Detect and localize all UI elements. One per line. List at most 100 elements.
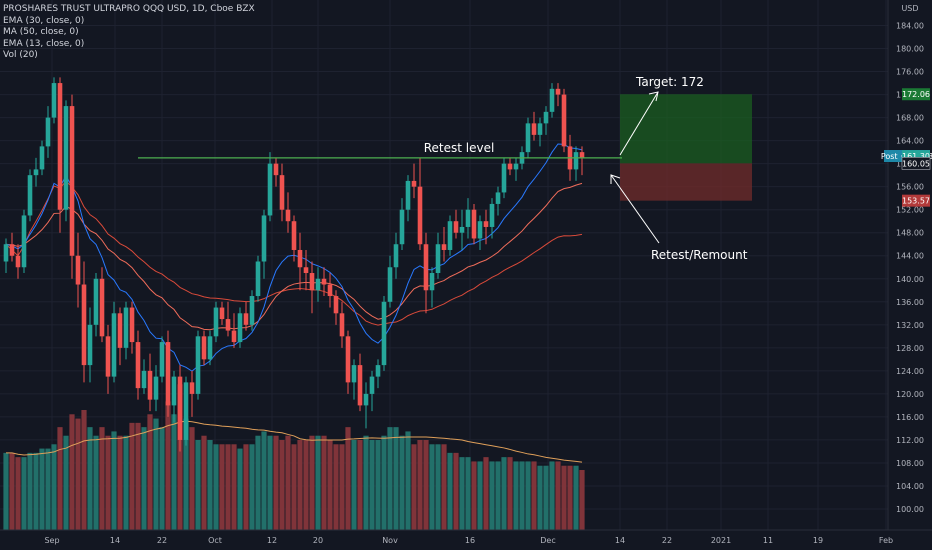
volume-bar [255, 435, 261, 530]
volume-bar [123, 435, 129, 530]
volume-bar [381, 435, 387, 530]
volume-bar [105, 435, 111, 530]
volume-bar [405, 431, 411, 530]
candle-body [273, 163, 279, 176]
volume-bar [111, 431, 117, 530]
volume-bar [537, 465, 543, 530]
volume-bar [549, 461, 555, 530]
volume-bar [441, 444, 447, 530]
volume-bar [45, 448, 51, 530]
volume-bar [345, 427, 351, 530]
volume-bar [489, 461, 495, 530]
time-axis[interactable]: Sep 14 22 Oct 12 20 Nov 16 Dec 14 22 2021 11 19 Feb [0, 529, 932, 545]
candle-body [477, 221, 483, 239]
candle-body [555, 88, 561, 95]
volume-bar [507, 457, 513, 530]
target-zone[interactable] [620, 94, 752, 164]
position-zones[interactable] [620, 94, 752, 201]
time-tick-label: 22 [662, 536, 672, 545]
legend-ma50[interactable]: MA (50, close, 0) [3, 27, 79, 38]
volume-bar [375, 440, 381, 530]
volume-bar [237, 448, 243, 530]
volume-bar [561, 465, 567, 530]
candle-body [261, 215, 267, 262]
price-label-text: 172.06 [902, 90, 930, 99]
stop-zone[interactable] [620, 163, 752, 201]
price-label-text: 160.05 [902, 159, 930, 168]
candle-body [27, 175, 33, 216]
time-tick-label: Dec [540, 536, 555, 545]
volume-bar [75, 418, 81, 530]
candle-body [279, 175, 285, 210]
volume-bar [159, 427, 165, 530]
candle-body [15, 255, 21, 268]
volume-bar [483, 457, 489, 530]
volume-bar [477, 461, 483, 530]
time-tick-label: 14 [615, 536, 625, 545]
candle-body [561, 94, 567, 147]
candle-body [513, 163, 519, 170]
price-tick-label: 132.00 [896, 321, 924, 330]
volume-bar [459, 457, 465, 530]
price-label-target[interactable] [902, 88, 930, 101]
price-tick-label: 136.00 [896, 298, 924, 307]
price-tick-label: 108.00 [896, 459, 924, 468]
volume-bar [15, 457, 21, 530]
volume-bar [81, 410, 87, 530]
candle-body [57, 83, 63, 210]
target-arrow [619, 91, 659, 156]
volume-bar [411, 444, 417, 530]
volume-bar [471, 461, 477, 530]
volume-bar [99, 427, 105, 530]
candle-body [303, 267, 309, 274]
candle-body [525, 123, 531, 153]
candle-body [345, 336, 351, 383]
legend-ema13[interactable]: EMA (13, close, 0) [3, 38, 85, 49]
time-tick-label: 11 [763, 536, 773, 545]
volume-bar [297, 440, 303, 530]
volume-ma-line [6, 420, 583, 463]
candle-body [387, 267, 393, 302]
volume-bar [93, 435, 99, 530]
volume-bar [339, 444, 345, 530]
candle-body [549, 88, 555, 112]
symbol-title[interactable]: PROSHARES TRUST ULTRAPRO QQQ USD, 1D, Cb… [3, 4, 255, 14]
volume-bar [579, 470, 585, 530]
candle-body [177, 376, 183, 440]
volume-bar [243, 444, 249, 530]
candle-body [465, 209, 471, 227]
candle-body [93, 278, 99, 325]
price-axis[interactable]: USD184.00180.00176.00172.00168.00164.001… [881, 0, 932, 550]
volume-bar [219, 444, 225, 530]
candle-body [219, 307, 225, 320]
time-tick-label: 14 [110, 536, 120, 545]
candle-body [453, 221, 459, 233]
volume-bar [153, 418, 159, 530]
candle-body [495, 192, 501, 204]
legend-vol[interactable]: Vol (20) [3, 50, 38, 61]
volume-bar [213, 444, 219, 530]
price-label-level[interactable] [901, 157, 931, 170]
time-tick-label: 16 [465, 536, 475, 545]
volume-bar [3, 452, 9, 530]
candle-body [243, 313, 249, 325]
target-label: Target: 172 [635, 75, 704, 89]
candle-body [381, 301, 387, 366]
volume-bar [525, 461, 531, 530]
candle-body [249, 296, 255, 325]
price-tick-label: 164.00 [896, 137, 924, 146]
annotations[interactable]: Retest level Target: 172 Retest/Remount [138, 75, 748, 262]
candle-body [69, 106, 75, 256]
volume-bar [399, 435, 405, 530]
candle-body [9, 244, 15, 256]
volume-bar [195, 440, 201, 530]
volume-bar [207, 440, 213, 530]
price-label-stop[interactable] [902, 194, 930, 207]
price-tick-label: 124.00 [896, 367, 924, 376]
candle-body [297, 249, 303, 268]
price-tick-label: 176.00 [896, 68, 924, 77]
candle-body [531, 123, 537, 135]
legend-ema30[interactable]: EMA (30, close, 0) [3, 15, 85, 26]
candle-body [501, 163, 507, 193]
